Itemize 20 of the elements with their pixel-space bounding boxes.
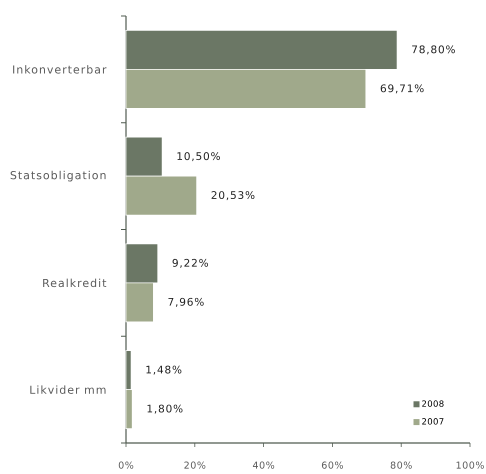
x-tick-label: 20%: [184, 462, 206, 469]
y-tick-label: Statsobligation: [10, 170, 106, 182]
data-label: 78,80%: [412, 45, 455, 54]
data-label: 10,50%: [177, 152, 220, 162]
data-label: 7,96%: [168, 298, 204, 307]
y-tick-label: Realkredit: [43, 278, 106, 288]
y-tick-label: Inkonverterbar: [13, 65, 106, 74]
x-tick-label: 100%: [456, 462, 484, 469]
x-tick-label: 40%: [252, 462, 274, 469]
legend-label: 2007: [422, 418, 444, 425]
data-label: 1,48%: [146, 366, 182, 375]
data-label: 9,22%: [172, 258, 208, 268]
data-label: 20,53%: [212, 191, 254, 200]
legend-label: 2008: [422, 400, 444, 407]
data-label: 1,80%: [148, 404, 183, 414]
x-tick-label: 80%: [390, 462, 412, 469]
x-tick-label: 60%: [322, 462, 343, 469]
y-tick-label: Likvider mm: [30, 385, 106, 394]
data-label: 69,71%: [380, 84, 424, 94]
x-tick-label: 0%: [118, 462, 134, 469]
